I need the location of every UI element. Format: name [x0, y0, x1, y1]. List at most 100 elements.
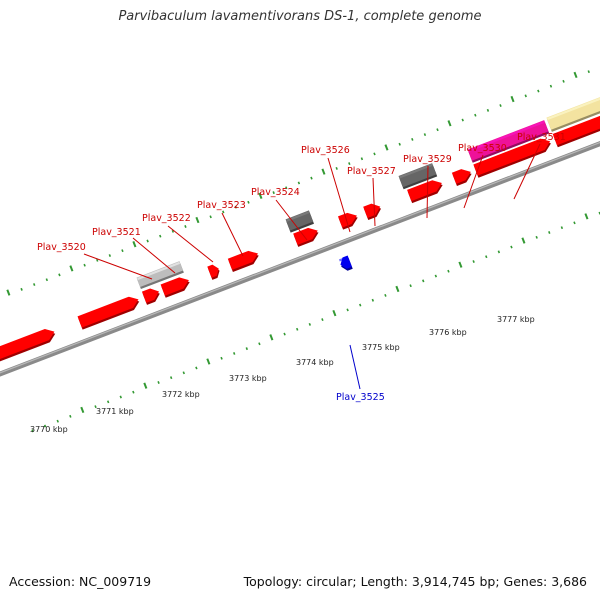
outer-ring-major-tick [132, 241, 137, 248]
inner-ring-minor-tick [43, 424, 47, 428]
inner-ring-minor-tick [510, 245, 513, 249]
inner-ring-minor-tick [169, 376, 173, 380]
callout-leader-line [426, 165, 429, 219]
cds-forward [473, 138, 551, 178]
gene-label-plav-3530: Plav_3530 [458, 143, 507, 154]
inner-ring-minor-tick [573, 221, 576, 225]
scale-label: 3772 kbp [162, 390, 200, 399]
outer-ring-minor-tick [33, 283, 36, 287]
outer-ring-minor-tick [146, 239, 149, 243]
outer-ring-major-tick [195, 216, 200, 224]
gene-label-plav-3520: Plav_3520 [37, 242, 86, 253]
callout-leader-line [463, 154, 484, 209]
gene-label-plav-3521: Plav_3521 [92, 227, 141, 238]
inner-ring-major-tick [332, 309, 337, 317]
cds-forward [141, 288, 160, 305]
outer-ring-minor-tick [373, 152, 376, 156]
outer-ring-minor-tick [499, 104, 502, 107]
cds-forward [363, 203, 382, 220]
outer-ring-minor-tick [45, 278, 49, 282]
inner-ring-minor-tick [106, 400, 110, 404]
scale-label: 3771 kbp [96, 407, 134, 416]
outer-ring-minor-tick [285, 186, 288, 190]
scale-labels: 3770 kbp 3771 kbp 3772 kbp 3773 kbp 3774 kbp… [30, 315, 535, 434]
outer-ring-minor-tick [272, 191, 275, 195]
scale-label: 3774 kbp [296, 358, 334, 367]
outer-ring-minor-tick [549, 84, 553, 88]
outer-ring-minor-tick [121, 249, 124, 253]
inner-ring-minor-tick [359, 303, 362, 307]
callout-leader-line [327, 157, 351, 233]
cds-forward [0, 328, 56, 363]
outer-ring-major-tick [321, 168, 326, 175]
inner-ring-minor-tick [535, 235, 538, 239]
inner-ring-minor-tick [56, 419, 59, 423]
outer-ring-major-tick [573, 71, 578, 79]
scale-label: 3777 kbp [497, 315, 535, 324]
callout-leader-line [221, 212, 244, 257]
inner-ring-minor-tick [409, 284, 412, 288]
inner-ring-minor-tick [371, 298, 375, 302]
outer-ring-minor-tick [20, 287, 23, 291]
gene-label-plav-3529: Plav_3529 [403, 154, 452, 165]
inner-ring-minor-tick [182, 371, 185, 375]
inner-ring-minor-tick [283, 332, 286, 336]
inner-ring-minor-tick [245, 347, 248, 351]
inner-ring-major-tick [458, 261, 463, 268]
feature-track [0, 96, 600, 363]
outer-ring-minor-tick [360, 157, 364, 161]
gene-label-plav-3522: Plav_3522 [142, 213, 191, 224]
gene-label-plav-3524: Plav_3524 [251, 187, 300, 198]
outer-ring-minor-tick [524, 94, 527, 98]
callout-leader-line [513, 143, 541, 200]
outer-ring-minor-tick [96, 258, 99, 262]
callout-leader-line [372, 177, 376, 227]
outer-ring-minor-tick [423, 133, 427, 137]
outer-ring-minor-tick [486, 108, 490, 112]
outer-ring-major-tick [258, 192, 263, 199]
callout-leader-line [132, 237, 176, 274]
inner-ring-major-tick [269, 334, 274, 341]
cds-forward [227, 250, 259, 272]
gene-label-plav-3525: Plav_3525 [336, 392, 385, 403]
inner-ring-minor-tick [434, 274, 438, 278]
genome-summary-text: Topology: circular; Length: 3,914,745 bp… [243, 574, 587, 589]
scale-label: 3773 kbp [229, 374, 267, 383]
outer-ring-minor-tick [398, 142, 401, 146]
outer-ring-minor-tick [348, 162, 351, 166]
outer-ring-minor-tick [474, 113, 477, 117]
inner-ring-minor-tick [497, 250, 501, 254]
cds-forward [77, 296, 140, 330]
outer-ring-major-tick [384, 144, 389, 151]
outer-ring-minor-tick [159, 234, 162, 238]
outer-ring-major-tick [6, 289, 11, 296]
genome-backbone [0, 141, 600, 377]
inner-ring-minor-tick [422, 279, 425, 283]
scale-label: 3770 kbp [30, 425, 68, 434]
outer-ring-minor-tick [58, 273, 61, 277]
outer-ring-major-tick [510, 95, 515, 103]
inner-ring-major-tick [206, 358, 211, 365]
inner-ring-minor-tick [472, 260, 475, 263]
inner-ring-major-tick [521, 237, 526, 244]
inner-ring-minor-tick [94, 405, 97, 409]
inner-ring-minor-tick [447, 269, 450, 273]
inner-ring-minor-tick [296, 327, 299, 331]
inner-ring-minor-tick [321, 318, 324, 322]
outer-ring-minor-tick [436, 128, 439, 132]
outer-ring-minor-tick [335, 166, 338, 170]
inner-tick-ring [31, 211, 600, 433]
magenta-feature [467, 120, 550, 163]
inner-ring-minor-tick [195, 366, 198, 370]
inner-ring-major-tick [80, 406, 85, 414]
gene-label-plav-3523: Plav_3523 [197, 200, 246, 211]
outer-ring-minor-tick [234, 205, 238, 209]
inner-ring-minor-tick [157, 381, 160, 384]
inner-ring-minor-tick [31, 429, 34, 433]
outer-ring-minor-tick [562, 79, 565, 83]
outer-ring-minor-tick [461, 118, 464, 122]
outer-ring-minor-tick [184, 225, 187, 228]
